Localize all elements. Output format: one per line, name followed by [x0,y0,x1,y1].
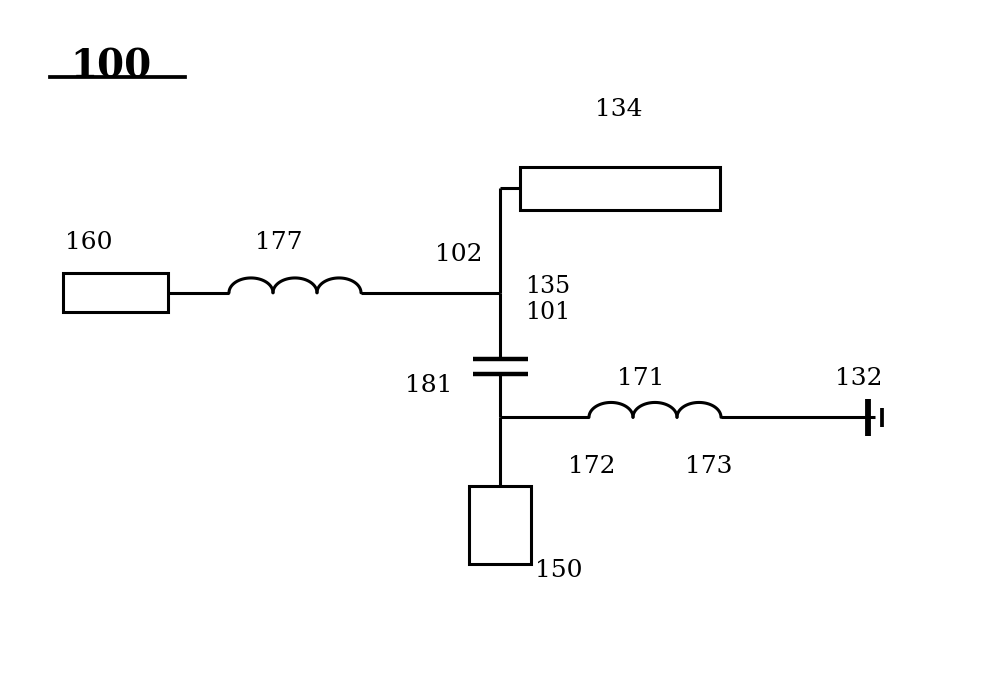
Text: 181: 181 [405,374,452,397]
Text: 172: 172 [568,455,616,478]
Text: 135: 135 [525,275,570,298]
Text: 150: 150 [535,559,582,582]
Text: 101: 101 [525,302,570,324]
Text: 134: 134 [595,98,642,121]
Text: 132: 132 [835,367,883,390]
Text: 100: 100 [70,47,151,85]
Text: 160: 160 [65,232,112,254]
Bar [469,486,531,564]
Text: 171: 171 [617,367,664,390]
Bar [520,167,720,210]
Text: 102: 102 [435,243,482,266]
Bar [62,273,168,312]
Text: 177: 177 [255,232,302,254]
Text: 173: 173 [685,455,732,478]
